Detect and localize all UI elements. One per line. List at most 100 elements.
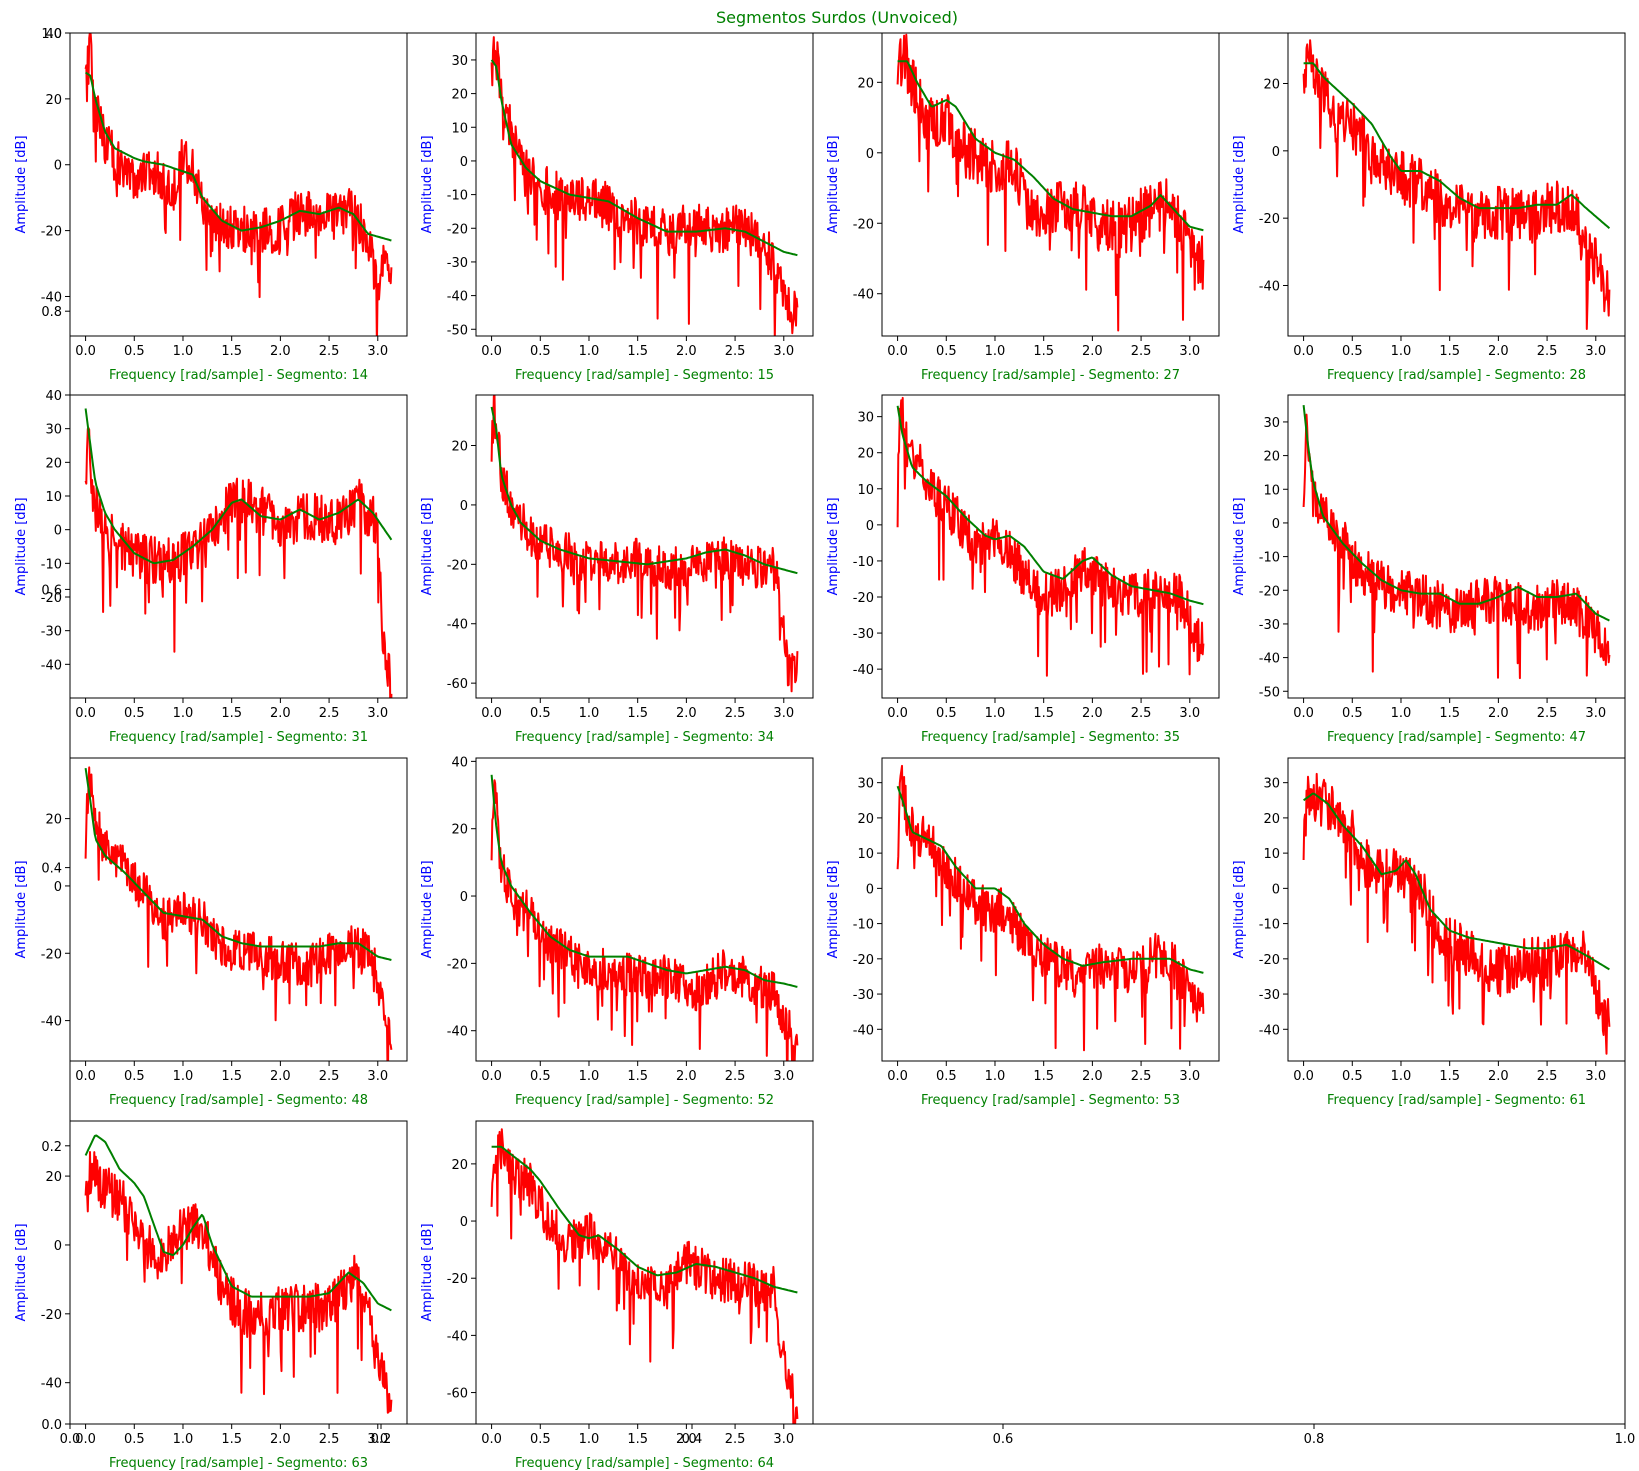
xtick-label: 2.5 bbox=[725, 344, 746, 359]
xtick-label: 1.0 bbox=[579, 1432, 600, 1447]
xaxis-label: Frequency [rad/sample] - Segmento: 35 bbox=[921, 730, 1180, 745]
ytick-label: 10 bbox=[45, 490, 62, 505]
ytick-label: 20 bbox=[1263, 812, 1280, 827]
background-ytick-label: 0.2 bbox=[41, 1140, 62, 1155]
ytick-label: 20 bbox=[45, 456, 62, 471]
xtick-label: 1.0 bbox=[173, 344, 194, 359]
ytick-label: 0 bbox=[54, 159, 62, 174]
xtick-label: 2.5 bbox=[1537, 706, 1558, 721]
xtick-label: 0.0 bbox=[887, 1069, 908, 1084]
ytick-label: 20 bbox=[451, 1158, 468, 1173]
envelope-line bbox=[491, 1145, 798, 1294]
subplot-segment-15: 0.0 0.5 1.0 1.5 2.0 2.5 3.0 -50 -40 -30 -20 -10 0 10 2… bbox=[420, 32, 814, 383]
xtick-label: 1.5 bbox=[1033, 344, 1054, 359]
ytick-label: 20 bbox=[45, 1170, 62, 1185]
ytick-label: -20 bbox=[41, 225, 62, 240]
ytick-label: -20 bbox=[447, 558, 468, 573]
envelope-line bbox=[84, 408, 393, 565]
ytick-label: -40 bbox=[41, 1015, 62, 1030]
xtick-label: 2.0 bbox=[1082, 1069, 1103, 1084]
subplot-segment-28: 0.0 0.5 1.0 1.5 2.0 2.5 3.0 -40 -20 0 20 Frequency … bbox=[1232, 32, 1626, 383]
background-ytick-label: 0.6 bbox=[41, 583, 62, 598]
xtick-label: 2.0 bbox=[270, 1069, 291, 1084]
xtick-label: 2.5 bbox=[1131, 706, 1152, 721]
axes-frame bbox=[1287, 394, 1626, 699]
yaxis-label: Amplitude [dB] bbox=[14, 1223, 29, 1321]
background-xtick-label: 0.4 bbox=[682, 1432, 703, 1447]
ytick-label: 30 bbox=[1263, 777, 1280, 792]
xtick-label: 3.0 bbox=[773, 1069, 794, 1084]
ytick-label: 0 bbox=[1272, 145, 1280, 160]
xtick-label: 1.5 bbox=[221, 1069, 242, 1084]
xtick-label: 2.0 bbox=[1488, 706, 1509, 721]
ytick-label: -20 bbox=[853, 591, 874, 606]
envelope-line bbox=[84, 767, 392, 961]
xtick-label: 0.5 bbox=[1342, 1069, 1363, 1084]
xtick-label: 0.0 bbox=[1293, 344, 1314, 359]
envelope-line bbox=[1303, 792, 1610, 971]
ytick-label: -40 bbox=[41, 658, 62, 673]
ytick-label: 20 bbox=[45, 813, 62, 828]
envelope-line bbox=[85, 71, 392, 242]
ytick-label: -20 bbox=[1259, 584, 1280, 599]
yaxis-label: Amplitude [dB] bbox=[14, 497, 29, 595]
xtick-label: 1.0 bbox=[579, 706, 600, 721]
xtick-label: 2.0 bbox=[270, 344, 291, 359]
xaxis-label: Frequency [rad/sample] - Segmento: 53 bbox=[921, 1093, 1180, 1108]
subplot-segment-27: 0.0 0.5 1.0 1.5 2.0 2.5 3.0 -40 -20 0 20 Frequency … bbox=[826, 32, 1220, 383]
axes-frame bbox=[69, 1120, 408, 1425]
ytick-label: 10 bbox=[857, 483, 874, 498]
ytick-label: 0 bbox=[54, 1239, 62, 1254]
ytick-label: 10 bbox=[1263, 483, 1280, 498]
xtick-label: 2.5 bbox=[1131, 1069, 1152, 1084]
envelope-line bbox=[896, 785, 1204, 974]
envelope-line bbox=[897, 60, 1204, 232]
yaxis-label: Amplitude [dB] bbox=[1232, 860, 1247, 958]
ytick-label: -60 bbox=[447, 1387, 468, 1402]
xtick-label: 1.0 bbox=[985, 706, 1006, 721]
xtick-label: 1.5 bbox=[1439, 706, 1460, 721]
spectrum-line bbox=[84, 766, 393, 1061]
xtick-label: 2.0 bbox=[270, 706, 291, 721]
background-ytick-label: 0.8 bbox=[41, 305, 62, 320]
xtick-label: 0.0 bbox=[1293, 1069, 1314, 1084]
xtick-label: 0.5 bbox=[530, 706, 551, 721]
ytick-label: 20 bbox=[45, 93, 62, 108]
subplot-segment-47: 0.0 0.5 1.0 1.5 2.0 2.5 3.0 -50 -40 -30 -20 -10 0 10 2… bbox=[1232, 394, 1626, 745]
ytick-label: -40 bbox=[447, 1329, 468, 1344]
xtick-label: 0.0 bbox=[481, 344, 502, 359]
xtick-label: 0.0 bbox=[481, 1069, 502, 1084]
ytick-label: -40 bbox=[447, 290, 468, 305]
xtick-label: 1.0 bbox=[579, 344, 600, 359]
ytick-label: -10 bbox=[41, 557, 62, 572]
subplot-segment-35: 0.0 0.5 1.0 1.5 2.0 2.5 3.0 -40 -30 -20 -10 0 10 20 30… bbox=[826, 394, 1220, 745]
ytick-label: -40 bbox=[1259, 280, 1280, 295]
ytick-label: 20 bbox=[1263, 450, 1280, 465]
ytick-label: 30 bbox=[451, 54, 468, 69]
figure-title: Segmentos Surdos (Unvoiced) bbox=[716, 8, 958, 27]
envelope-line bbox=[1303, 62, 1611, 230]
xtick-label: 1.0 bbox=[173, 1069, 194, 1084]
ytick-label: 10 bbox=[451, 121, 468, 136]
xtick-label: 2.5 bbox=[725, 1069, 746, 1084]
spectrum-line bbox=[1302, 39, 1611, 330]
ytick-label: -40 bbox=[447, 1025, 468, 1040]
yaxis-label: Amplitude [dB] bbox=[826, 860, 841, 958]
ytick-label: -30 bbox=[41, 625, 62, 640]
xtick-label: 0.5 bbox=[124, 706, 145, 721]
xtick-label: 0.0 bbox=[887, 344, 908, 359]
xtick-label: 0.5 bbox=[124, 1069, 145, 1084]
xtick-label: 2.0 bbox=[1082, 706, 1103, 721]
xtick-label: 2.0 bbox=[676, 344, 697, 359]
xtick-label: 1.5 bbox=[627, 706, 648, 721]
ytick-label: 40 bbox=[451, 755, 468, 770]
xaxis-label: Frequency [rad/sample] - Segmento: 47 bbox=[1327, 730, 1586, 745]
ytick-label: 20 bbox=[451, 440, 468, 455]
xtick-label: 1.5 bbox=[627, 1069, 648, 1084]
xtick-label: 1.0 bbox=[1391, 706, 1412, 721]
xtick-label: 1.5 bbox=[1439, 1069, 1460, 1084]
background-ytick-label: 1.0 bbox=[41, 27, 62, 42]
ytick-label: 10 bbox=[857, 847, 874, 862]
ytick-label: 0 bbox=[460, 155, 468, 170]
subplot-segment-34: 0.0 0.5 1.0 1.5 2.0 2.5 3.0 -60 -40 -20 0 20 Frequen… bbox=[420, 394, 814, 745]
